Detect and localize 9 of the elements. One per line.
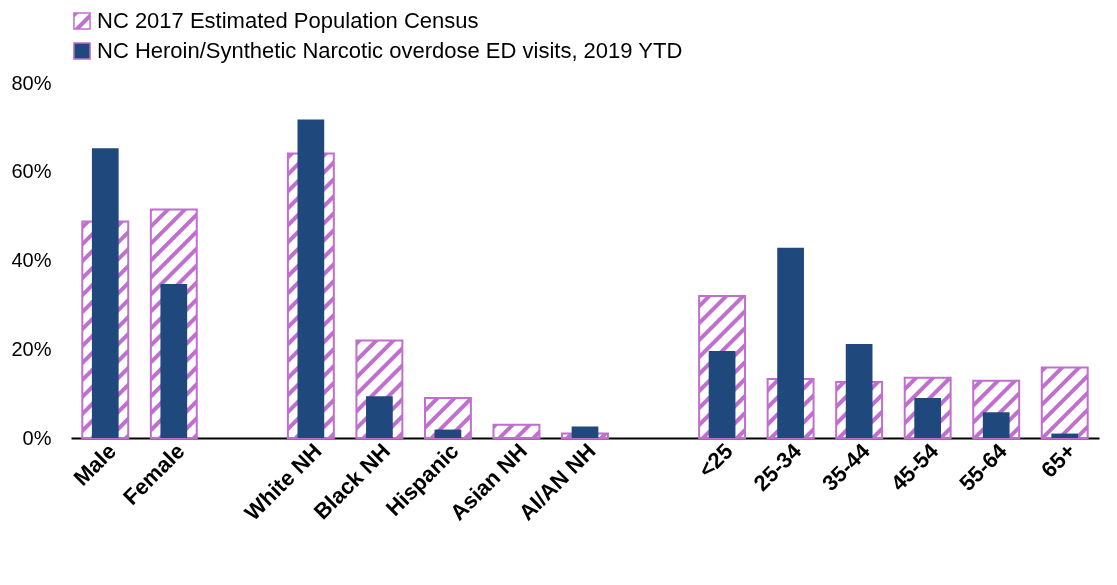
x-tick-label: <25	[693, 438, 738, 483]
y-tick-label: 60%	[11, 160, 52, 183]
y-tick-label: 80%	[11, 71, 52, 94]
y-tick-label: 40%	[11, 249, 52, 271]
x-tick-label: 65+	[1036, 438, 1081, 483]
legend-label: NC Heroin/Synthetic Narcotic overdose ED visits, 2019 YTD	[97, 38, 683, 63]
y-tick-label: 0%	[22, 426, 52, 449]
legend-label: NC 2017 Estimated Population Census	[97, 8, 479, 33]
y-tick-label: 20%	[11, 337, 52, 360]
